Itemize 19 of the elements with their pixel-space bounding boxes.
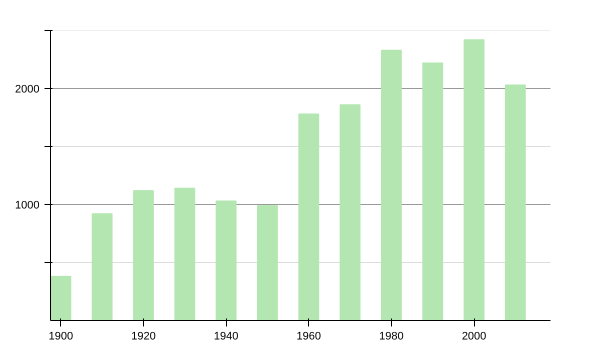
x-tick-label: 1980 bbox=[379, 330, 404, 342]
x-tick-label: 1900 bbox=[48, 330, 74, 342]
bar bbox=[422, 62, 444, 320]
x-tick-label: 1940 bbox=[214, 330, 238, 342]
bar bbox=[340, 104, 361, 320]
bar bbox=[380, 50, 402, 320]
bar bbox=[133, 190, 154, 320]
bar bbox=[50, 276, 72, 320]
bar bbox=[216, 200, 237, 320]
bar bbox=[92, 213, 113, 320]
x-tick-label: 2000 bbox=[462, 330, 486, 342]
bar bbox=[298, 114, 320, 320]
bar bbox=[464, 39, 484, 320]
y-tick-label: 1000 bbox=[15, 200, 40, 212]
x-tick-label: 1960 bbox=[296, 330, 322, 342]
bar bbox=[174, 188, 196, 320]
x-tick-label: 1920 bbox=[131, 330, 156, 342]
bar bbox=[257, 205, 278, 320]
bar bbox=[504, 84, 526, 320]
